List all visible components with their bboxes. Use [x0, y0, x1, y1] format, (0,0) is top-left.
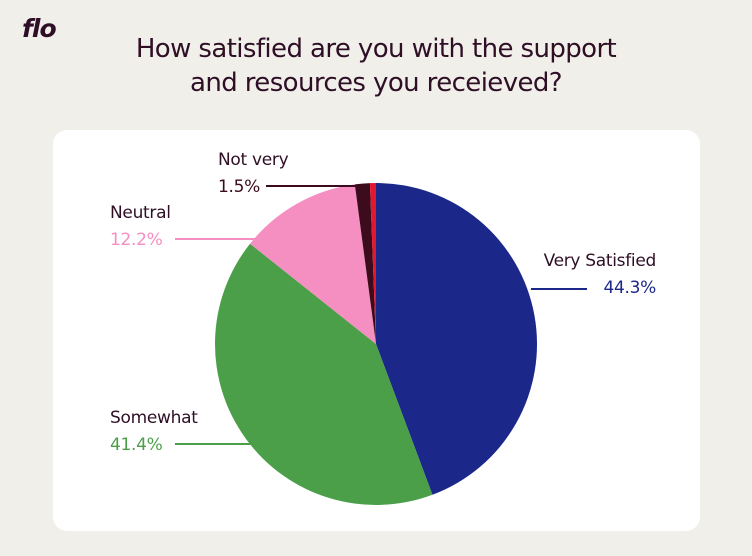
value-neutral: 12.2% — [110, 230, 163, 250]
leader-lines — [175, 185, 587, 445]
label-very-satisfied: Very Satisfied — [544, 251, 656, 271]
slice-very-satisfied — [376, 183, 538, 495]
label-neutral: Neutral — [110, 203, 171, 223]
value-not-very: 1.5% — [218, 177, 260, 197]
value-somewhat: 41.4% — [110, 435, 163, 455]
pie-slices — [214, 183, 538, 506]
chart-title: How satisfied are you with the support a… — [0, 32, 752, 100]
chart-title-line-1: How satisfied are you with the support — [135, 34, 617, 64]
brand-logo: flo — [22, 14, 57, 43]
chart-card: Very Satisfied 44.3% Somewhat 41.4% Neut… — [53, 130, 700, 531]
slice-somewhat — [214, 243, 433, 506]
slice-other — [369, 183, 376, 344]
chart-title-line-2: and resources you receieved? — [190, 68, 563, 98]
value-very-satisfied: 44.3% — [603, 278, 656, 298]
label-somewhat: Somewhat — [110, 408, 198, 428]
slice-not-very — [354, 183, 376, 344]
pie-chart: Very Satisfied 44.3% Somewhat 41.4% Neut… — [110, 150, 656, 506]
label-not-very: Not very — [218, 150, 289, 170]
slice-neutral — [250, 184, 376, 344]
